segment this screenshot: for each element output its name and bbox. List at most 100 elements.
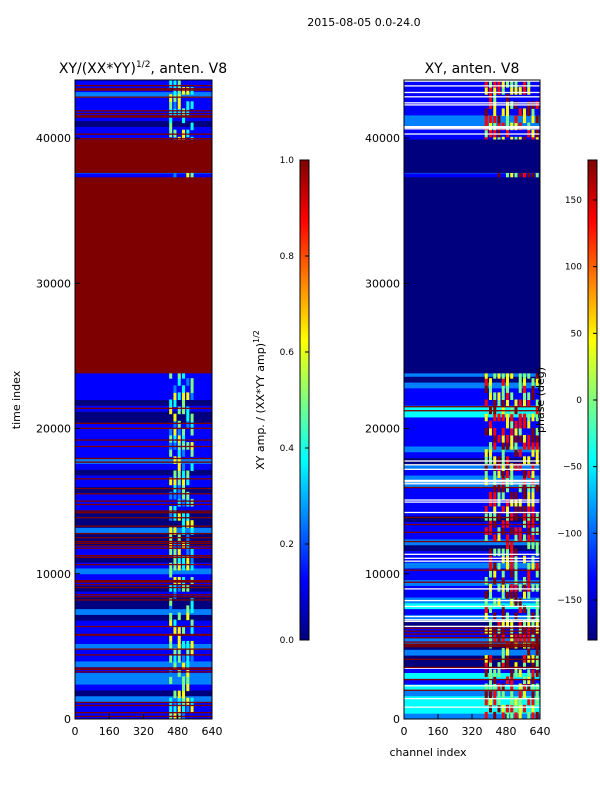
- flag-line: [75, 712, 212, 714]
- heatmap-band: [75, 556, 212, 563]
- heatmap-cell: [510, 87, 514, 95]
- heatmap-cell: [169, 598, 173, 606]
- flag-line: [404, 689, 540, 691]
- heatmap-cell: [177, 80, 181, 88]
- heatmap-cell: [523, 87, 526, 95]
- amp-y-axis-label: time index: [10, 370, 23, 429]
- heatmap-cell: [177, 371, 181, 379]
- heatmap-cell: [169, 697, 173, 706]
- y-tick-label: 0: [393, 713, 400, 726]
- heatmap-cell: [173, 420, 177, 429]
- heatmap-cell: [489, 115, 492, 124]
- heatmap-cell: [177, 612, 181, 621]
- heatmap-cell: [527, 584, 531, 592]
- heatmap-cell: [518, 626, 522, 635]
- heatmap-cell: [484, 697, 488, 706]
- heatmap-cell: [497, 669, 501, 677]
- heatmap-cell: [518, 87, 522, 95]
- heatmap-cell: [493, 392, 497, 400]
- heatmap-cell: [173, 101, 177, 109]
- flag-line: [404, 481, 540, 483]
- heatmap-cell: [527, 562, 531, 571]
- heatmap-cell: [518, 427, 522, 436]
- heatmap-cell: [527, 697, 531, 706]
- heatmap-cell: [535, 541, 539, 550]
- heatmap-cell: [169, 491, 173, 500]
- heatmap-cell: [190, 605, 194, 613]
- heatmap-cell: [510, 80, 514, 88]
- flag-line: [404, 644, 540, 646]
- heatmap-cell: [535, 115, 539, 124]
- heatmap-band: [75, 103, 212, 110]
- heatmap-cell: [190, 413, 194, 422]
- heatmap-cell: [186, 498, 190, 507]
- heatmap-band: [404, 573, 540, 581]
- heatmap-cell: [484, 427, 488, 436]
- heatmap-cell: [173, 704, 177, 713]
- heatmap-cell: [182, 527, 186, 535]
- heatmap-cell: [506, 385, 509, 393]
- heatmap-cell: [531, 704, 535, 713]
- flag-line: [75, 580, 212, 583]
- heatmap-cell: [489, 555, 492, 564]
- saturated-block: [75, 177, 212, 374]
- heatmap-cell: [169, 562, 173, 571]
- heatmap-band: [404, 405, 540, 412]
- flag-line: [404, 531, 540, 534]
- heatmap-cell: [523, 108, 526, 116]
- heatmap-cell: [169, 655, 173, 663]
- heatmap-cell: [186, 555, 190, 564]
- flag-line: [75, 554, 212, 557]
- heatmap-cell: [501, 569, 505, 578]
- heatmap-cell: [497, 697, 501, 706]
- heatmap-cell: [501, 577, 505, 585]
- heatmap-band: [75, 550, 212, 557]
- heatmap-cell: [514, 115, 518, 124]
- flag-line: [404, 460, 540, 462]
- heatmap-cell: [173, 555, 177, 564]
- heatmap-cell: [501, 87, 505, 95]
- heatmap-cell: [173, 392, 177, 400]
- heatmap-cell: [489, 690, 492, 699]
- heatmap-cell: [501, 527, 505, 535]
- heatmap-cell: [177, 427, 181, 436]
- heatmap-band: [75, 684, 212, 691]
- flag-line: [75, 96, 212, 98]
- heatmap-band: [404, 556, 540, 563]
- phase-colorbar: 150 100 50 0 −50 −100 −150 phase (deg): [534, 159, 598, 641]
- flag-line: [75, 648, 212, 650]
- heatmap-cell: [527, 591, 531, 599]
- heatmap-cell: [514, 420, 518, 429]
- heatmap-cell: [510, 527, 514, 535]
- heatmap-cell: [497, 704, 501, 713]
- heatmap-cell: [501, 690, 505, 699]
- heatmap-cell: [531, 108, 535, 116]
- heatmap-cell: [501, 605, 505, 613]
- flag-line: [404, 588, 540, 590]
- heatmap-cell: [190, 449, 194, 457]
- heatmap-cell: [497, 463, 501, 471]
- heatmap-cell: [531, 555, 535, 564]
- heatmap-cell: [493, 577, 497, 585]
- heatmap-band: [75, 132, 212, 139]
- heatmap-cell: [535, 484, 539, 493]
- heatmap-band: [75, 109, 212, 116]
- heatmap-cell: [527, 605, 531, 613]
- heatmap-cell: [186, 562, 190, 571]
- heatmap-cell: [169, 619, 173, 628]
- heatmap-cell: [493, 463, 497, 471]
- heatmap-band: [404, 684, 540, 691]
- heatmap-cell: [523, 591, 526, 599]
- heatmap-cell: [484, 463, 488, 471]
- heatmap-cell: [510, 172, 514, 180]
- heatmap-cell: [169, 108, 173, 116]
- heatmap-cell: [535, 569, 539, 578]
- heatmap-cell: [510, 555, 514, 564]
- heatmap-cell: [523, 413, 526, 422]
- heatmap-cell: [497, 413, 501, 422]
- heatmap-band: [404, 399, 540, 406]
- heatmap-cell: [484, 683, 488, 692]
- flag-line: [404, 102, 540, 104]
- heatmap-cell: [186, 662, 190, 670]
- heatmap-band: [404, 608, 540, 615]
